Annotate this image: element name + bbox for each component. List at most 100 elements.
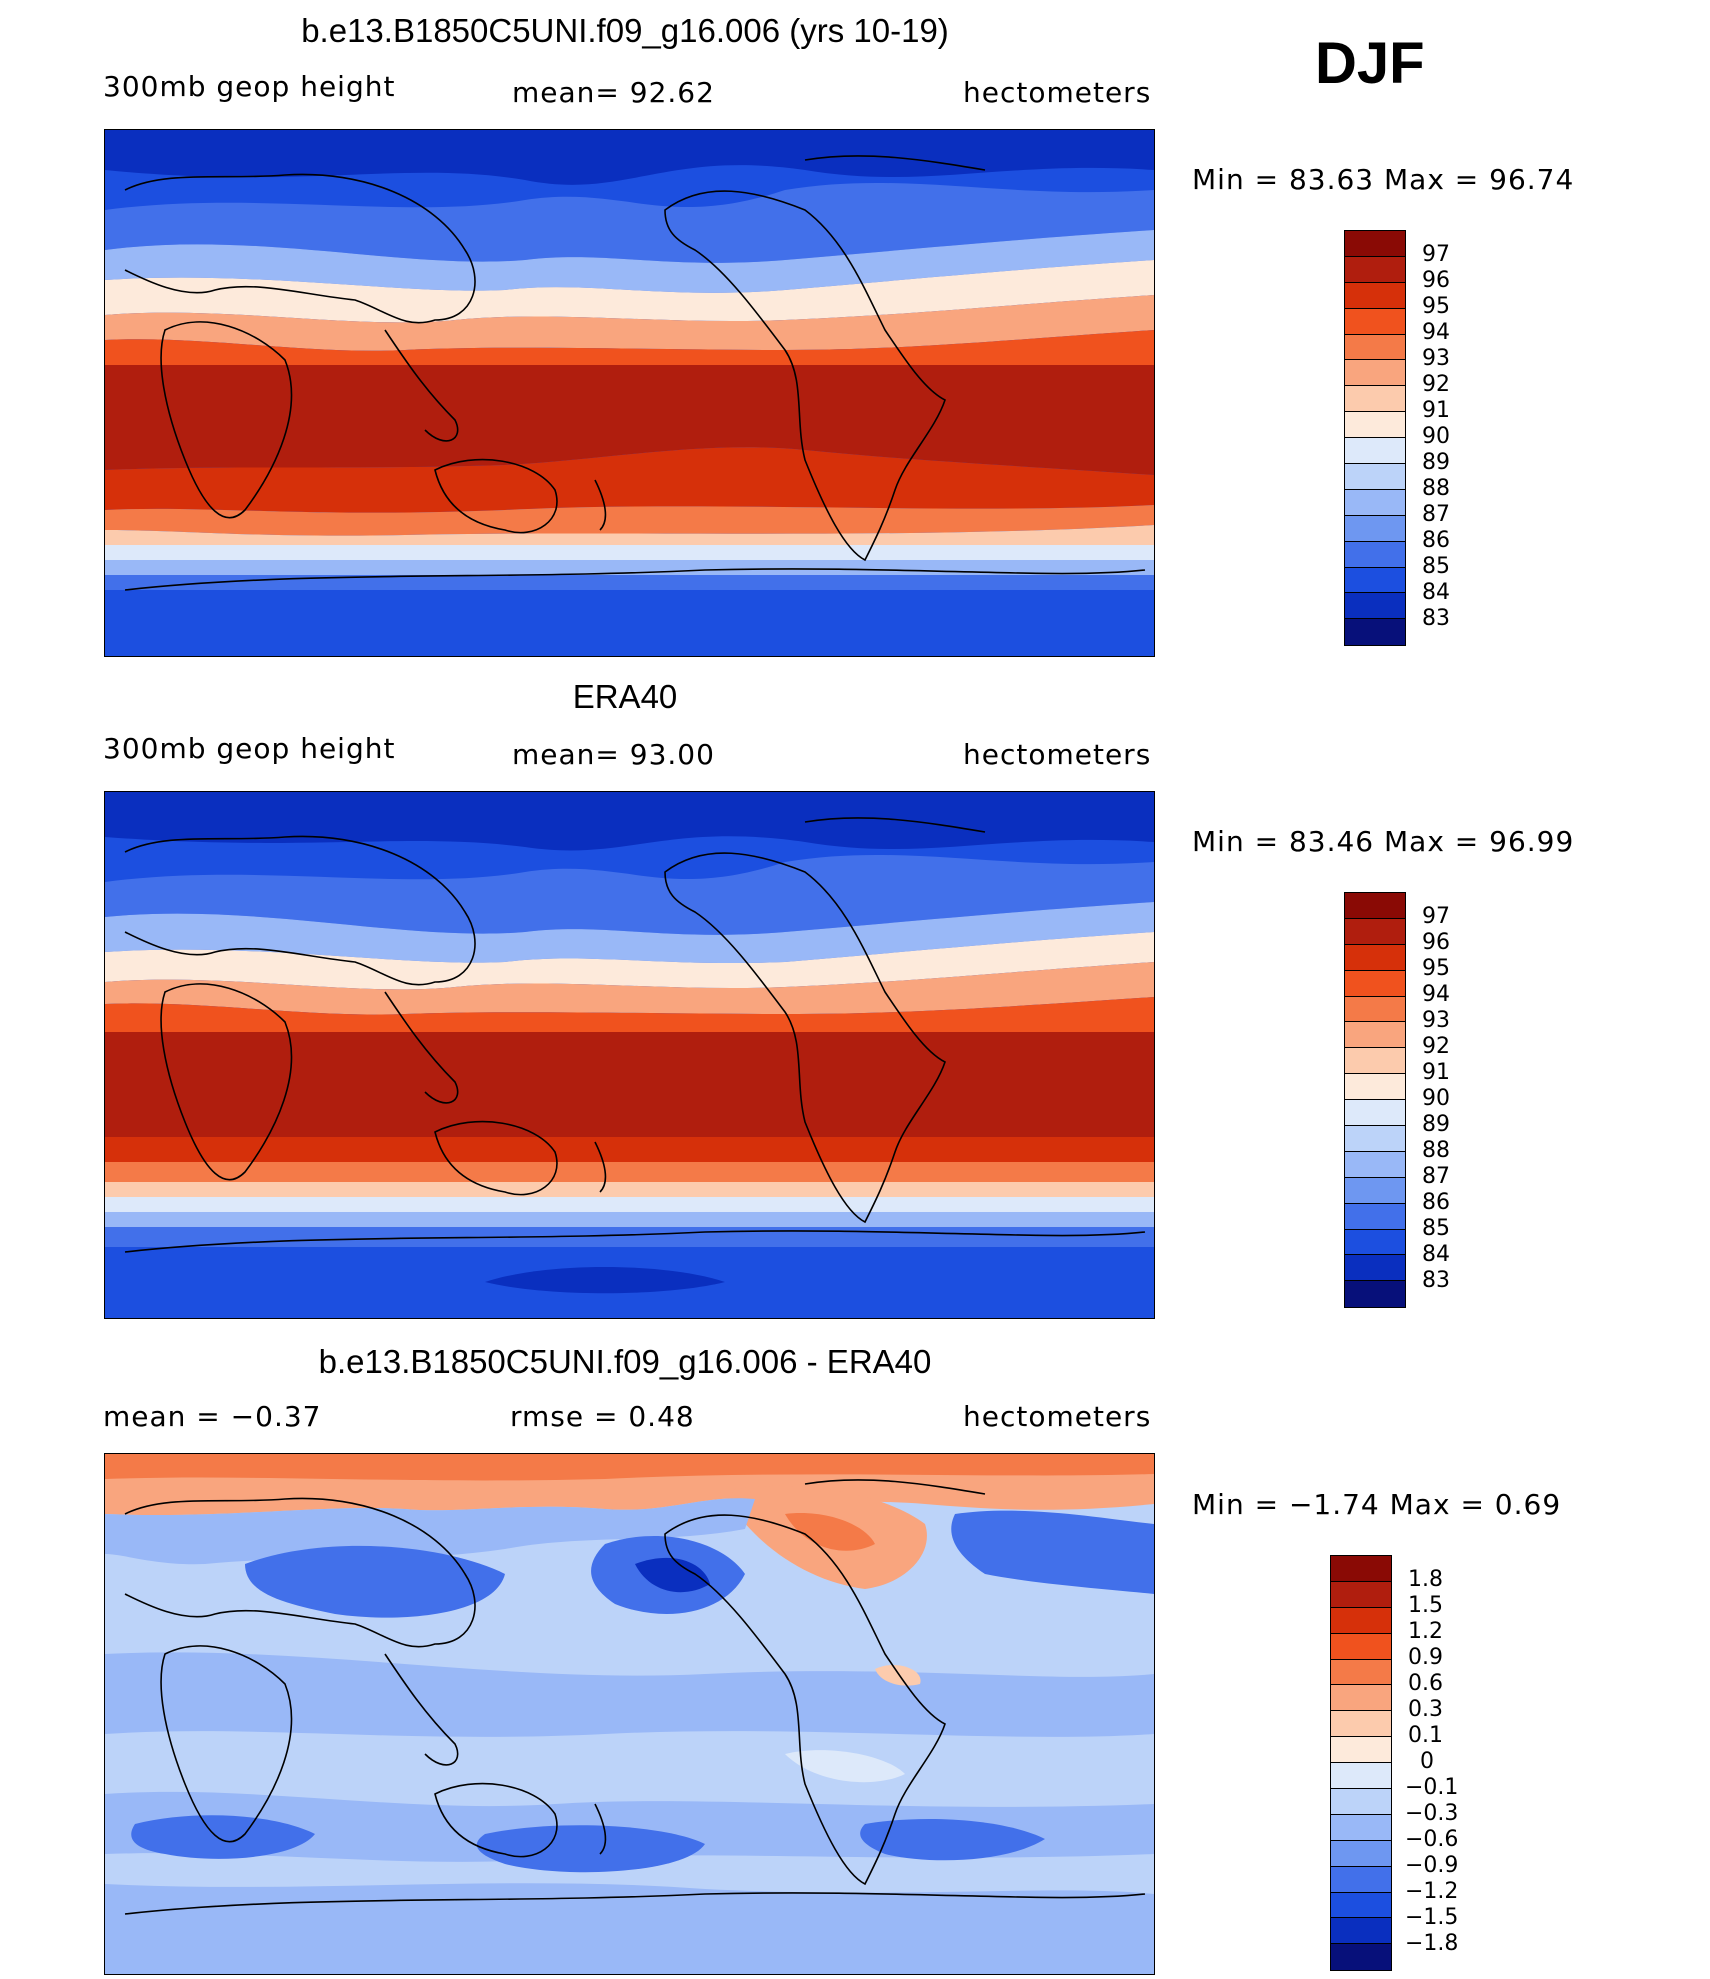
colorbar-label: 97 [1422, 242, 1450, 267]
colorbar-swatch [1345, 567, 1405, 594]
colorbar-label: 0 [1420, 1749, 1434, 1774]
colorbar-swatch [1331, 1789, 1391, 1815]
colorbar-swatch [1345, 412, 1405, 439]
colorbar-swatch [1345, 593, 1405, 620]
colorbar-swatch [1345, 334, 1405, 361]
panel-1-mean-label: mean= 92.62 [512, 76, 715, 109]
colorbar-swatch [1331, 1633, 1391, 1660]
colorbar-label: 96 [1422, 268, 1450, 293]
colorbar-label: −1.5 [1405, 1905, 1459, 1930]
colorbar-swatch [1345, 1255, 1405, 1282]
colorbar-label: 96 [1422, 930, 1450, 955]
colorbar-label: −0.1 [1405, 1775, 1459, 1800]
panel-1-title: b.e13.B1850C5UNI.f09_g16.006 (yrs 10-19) [301, 12, 949, 49]
colorbar-swatch [1331, 1556, 1391, 1582]
panel-2-units-label: hectometers [963, 738, 1152, 771]
colorbar-label: 90 [1422, 424, 1450, 449]
panel-2-title: ERA40 [572, 678, 678, 715]
panel-1-colorbar [1344, 230, 1406, 646]
colorbar-swatch [1345, 1177, 1405, 1204]
colorbar-label: 91 [1422, 398, 1450, 423]
panel-2-minmax: Min = 83.46 Max = 96.99 [1192, 825, 1575, 858]
colorbar-label: 88 [1422, 1138, 1450, 1163]
colorbar-label: 84 [1422, 1242, 1450, 1267]
colorbar-swatch [1345, 893, 1405, 919]
colorbar-label: 89 [1422, 1112, 1450, 1137]
colorbar-label: −1.8 [1405, 1931, 1459, 1956]
colorbar-label: 1.8 [1408, 1567, 1443, 1592]
panel-2-map [104, 791, 1155, 1319]
colorbar-swatch [1345, 1151, 1405, 1178]
colorbar-swatch [1331, 1581, 1391, 1608]
colorbar-swatch [1345, 1281, 1405, 1308]
colorbar-label: 86 [1422, 528, 1450, 553]
panel-2-variable-label: 300mb geop height [103, 732, 396, 765]
colorbar-swatch [1345, 1074, 1405, 1101]
colorbar-label: 92 [1422, 1034, 1450, 1059]
colorbar-swatch [1345, 944, 1405, 971]
colorbar-swatch [1345, 231, 1405, 257]
colorbar-label: 87 [1422, 502, 1450, 527]
colorbar-swatch [1331, 1763, 1391, 1790]
panel-3-minmax: Min = −1.74 Max = 0.69 [1192, 1488, 1562, 1521]
colorbar-swatch [1345, 1100, 1405, 1127]
colorbar-swatch [1345, 1229, 1405, 1256]
colorbar-label: 0.6 [1408, 1671, 1443, 1696]
colorbar-label: 86 [1422, 1190, 1450, 1215]
colorbar-label: −0.6 [1405, 1827, 1459, 1852]
colorbar-swatch [1345, 970, 1405, 997]
colorbar-label: −0.3 [1405, 1801, 1459, 1826]
colorbar-label: 0.1 [1408, 1723, 1443, 1748]
panel-3-title: b.e13.B1850C5UNI.f09_g16.006 - ERA40 [318, 1343, 932, 1380]
colorbar-swatch [1345, 256, 1405, 283]
colorbar-swatch [1331, 1944, 1391, 1971]
colorbar-swatch [1345, 918, 1405, 945]
colorbar-label: 94 [1422, 982, 1450, 1007]
colorbar-swatch [1345, 1022, 1405, 1049]
colorbar-swatch [1345, 619, 1405, 646]
colorbar-label: 0.9 [1408, 1645, 1443, 1670]
colorbar-label: 85 [1422, 554, 1450, 579]
colorbar-label: 91 [1422, 1060, 1450, 1085]
colorbar-swatch [1345, 386, 1405, 413]
colorbar-label: −0.9 [1405, 1853, 1459, 1878]
panel-2-colorbar [1344, 892, 1406, 1308]
colorbar-label: 83 [1422, 1268, 1450, 1293]
colorbar-label: 1.5 [1408, 1593, 1443, 1618]
colorbar-swatch [1345, 360, 1405, 387]
colorbar-label: 94 [1422, 320, 1450, 345]
panel-2-mean-label: mean= 93.00 [512, 738, 715, 771]
colorbar-swatch [1345, 282, 1405, 309]
colorbar-swatch [1345, 1048, 1405, 1075]
colorbar-swatch [1345, 308, 1405, 335]
colorbar-label: 88 [1422, 476, 1450, 501]
colorbar-label: 0.3 [1408, 1697, 1443, 1722]
colorbar-swatch [1345, 1126, 1405, 1152]
colorbar-swatch [1331, 1685, 1391, 1712]
colorbar-label: 97 [1422, 904, 1450, 929]
colorbar-label: 83 [1422, 606, 1450, 631]
panel-3-contour-field [105, 1454, 1154, 1974]
colorbar-swatch [1331, 1814, 1391, 1841]
colorbar-label: 95 [1422, 956, 1450, 981]
colorbar-swatch [1345, 464, 1405, 490]
colorbar-swatch [1331, 1892, 1391, 1919]
colorbar-swatch [1331, 1659, 1391, 1686]
panel-1-minmax: Min = 83.63 Max = 96.74 [1192, 163, 1575, 196]
colorbar-swatch [1331, 1711, 1391, 1738]
season-label: DJF [1315, 31, 1425, 96]
colorbar-swatch [1345, 1203, 1405, 1230]
colorbar-label: 1.2 [1408, 1619, 1443, 1644]
colorbar-label: 90 [1422, 1086, 1450, 1111]
panel-3-colorbar [1330, 1555, 1392, 1971]
colorbar-swatch [1331, 1866, 1391, 1893]
colorbar-label: 92 [1422, 372, 1450, 397]
panel-3-mean-label: mean = −0.37 [103, 1400, 322, 1433]
panel-3-rmse-label: rmse = 0.48 [510, 1400, 695, 1433]
colorbar-swatch [1345, 996, 1405, 1023]
colorbar-swatch [1345, 489, 1405, 516]
colorbar-swatch [1331, 1607, 1391, 1634]
colorbar-label: 95 [1422, 294, 1450, 319]
colorbar-swatch [1331, 1840, 1391, 1867]
panel-3-units-label: hectometers [963, 1400, 1152, 1433]
